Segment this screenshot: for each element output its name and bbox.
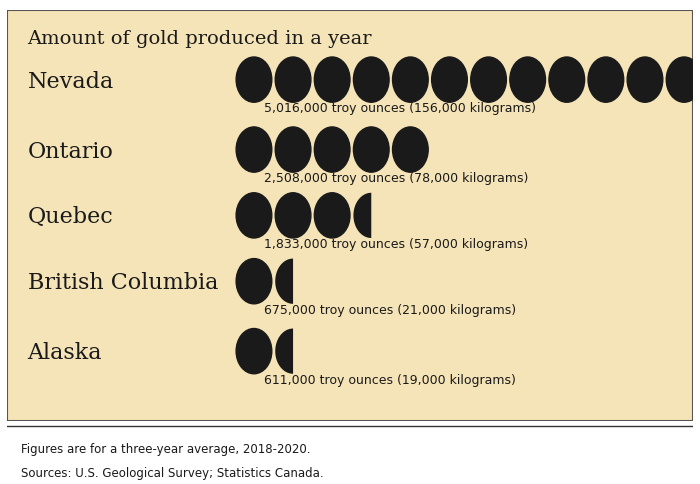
Text: 5,016,000 troy ounces (156,000 kilograms): 5,016,000 troy ounces (156,000 kilograms… [265, 102, 536, 115]
Text: 611,000 troy ounces (19,000 kilograms): 611,000 troy ounces (19,000 kilograms) [265, 374, 516, 387]
Ellipse shape [236, 57, 272, 102]
Ellipse shape [275, 127, 311, 172]
Ellipse shape [470, 57, 506, 102]
Ellipse shape [275, 258, 311, 304]
Text: Quebec: Quebec [27, 207, 113, 228]
FancyBboxPatch shape [7, 10, 693, 421]
Ellipse shape [275, 193, 311, 238]
Ellipse shape [354, 193, 389, 238]
Text: Nevada: Nevada [27, 71, 114, 92]
Text: Ontario: Ontario [27, 141, 113, 163]
Ellipse shape [236, 127, 272, 172]
Ellipse shape [432, 57, 468, 102]
Text: Figures are for a three-year average, 2018-2020.: Figures are for a three-year average, 20… [21, 443, 310, 456]
Ellipse shape [354, 57, 389, 102]
Text: Sources: U.S. Geological Survey; Statistics Canada.: Sources: U.S. Geological Survey; Statist… [21, 467, 323, 480]
Ellipse shape [236, 329, 272, 374]
PathPatch shape [275, 258, 293, 304]
Ellipse shape [354, 127, 389, 172]
Ellipse shape [236, 193, 272, 238]
Ellipse shape [236, 258, 272, 304]
PathPatch shape [354, 193, 371, 238]
Ellipse shape [627, 57, 663, 102]
Text: Amount of gold produced in a year: Amount of gold produced in a year [27, 30, 372, 48]
PathPatch shape [275, 329, 293, 374]
Text: British Columbia: British Columbia [27, 272, 218, 294]
Text: 2,508,000 troy ounces (78,000 kilograms): 2,508,000 troy ounces (78,000 kilograms) [265, 172, 528, 185]
Ellipse shape [393, 127, 428, 172]
Ellipse shape [275, 57, 311, 102]
Text: 1,833,000 troy ounces (57,000 kilograms): 1,833,000 troy ounces (57,000 kilograms) [265, 238, 528, 251]
Ellipse shape [666, 57, 700, 102]
Ellipse shape [314, 193, 350, 238]
Ellipse shape [588, 57, 624, 102]
Ellipse shape [314, 127, 350, 172]
Text: 675,000 troy ounces (21,000 kilograms): 675,000 troy ounces (21,000 kilograms) [265, 304, 517, 317]
Ellipse shape [510, 57, 545, 102]
Ellipse shape [549, 57, 584, 102]
Text: Alaska: Alaska [27, 342, 102, 364]
Ellipse shape [275, 329, 311, 374]
Ellipse shape [314, 57, 350, 102]
Ellipse shape [393, 57, 428, 102]
